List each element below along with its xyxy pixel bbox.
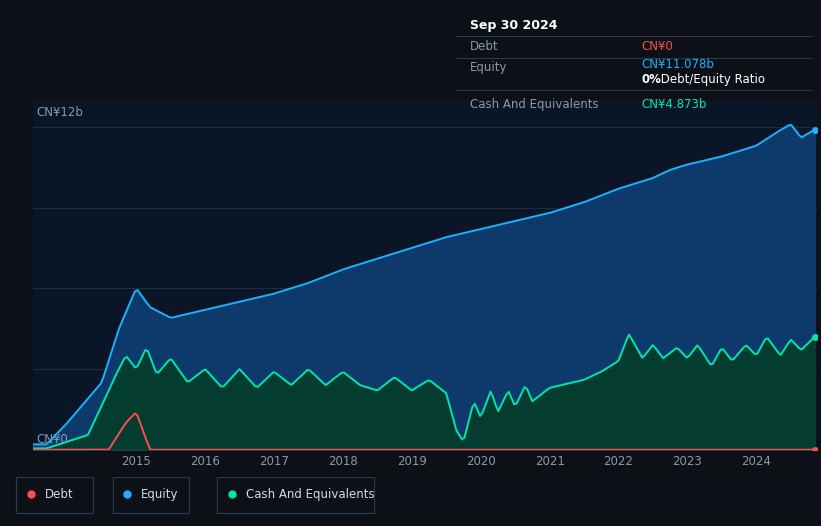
Text: Sep 30 2024: Sep 30 2024: [470, 19, 557, 32]
Text: Cash And Equivalents: Cash And Equivalents: [245, 488, 374, 501]
Text: Debt: Debt: [470, 41, 498, 53]
Text: CN¥12b: CN¥12b: [36, 106, 83, 119]
Text: Equity: Equity: [141, 488, 178, 501]
Text: Equity: Equity: [470, 61, 507, 74]
Text: Debt/Equity Ratio: Debt/Equity Ratio: [658, 74, 765, 86]
Text: Cash And Equivalents: Cash And Equivalents: [470, 97, 599, 110]
FancyBboxPatch shape: [218, 477, 374, 513]
Text: CN¥0: CN¥0: [641, 41, 673, 53]
Text: 0%: 0%: [641, 74, 661, 86]
FancyBboxPatch shape: [16, 477, 93, 513]
Text: CN¥4.873b: CN¥4.873b: [641, 97, 707, 110]
FancyBboxPatch shape: [112, 477, 189, 513]
Text: Debt: Debt: [44, 488, 73, 501]
Text: CN¥11.078b: CN¥11.078b: [641, 58, 714, 70]
Text: CN¥0: CN¥0: [36, 433, 68, 446]
